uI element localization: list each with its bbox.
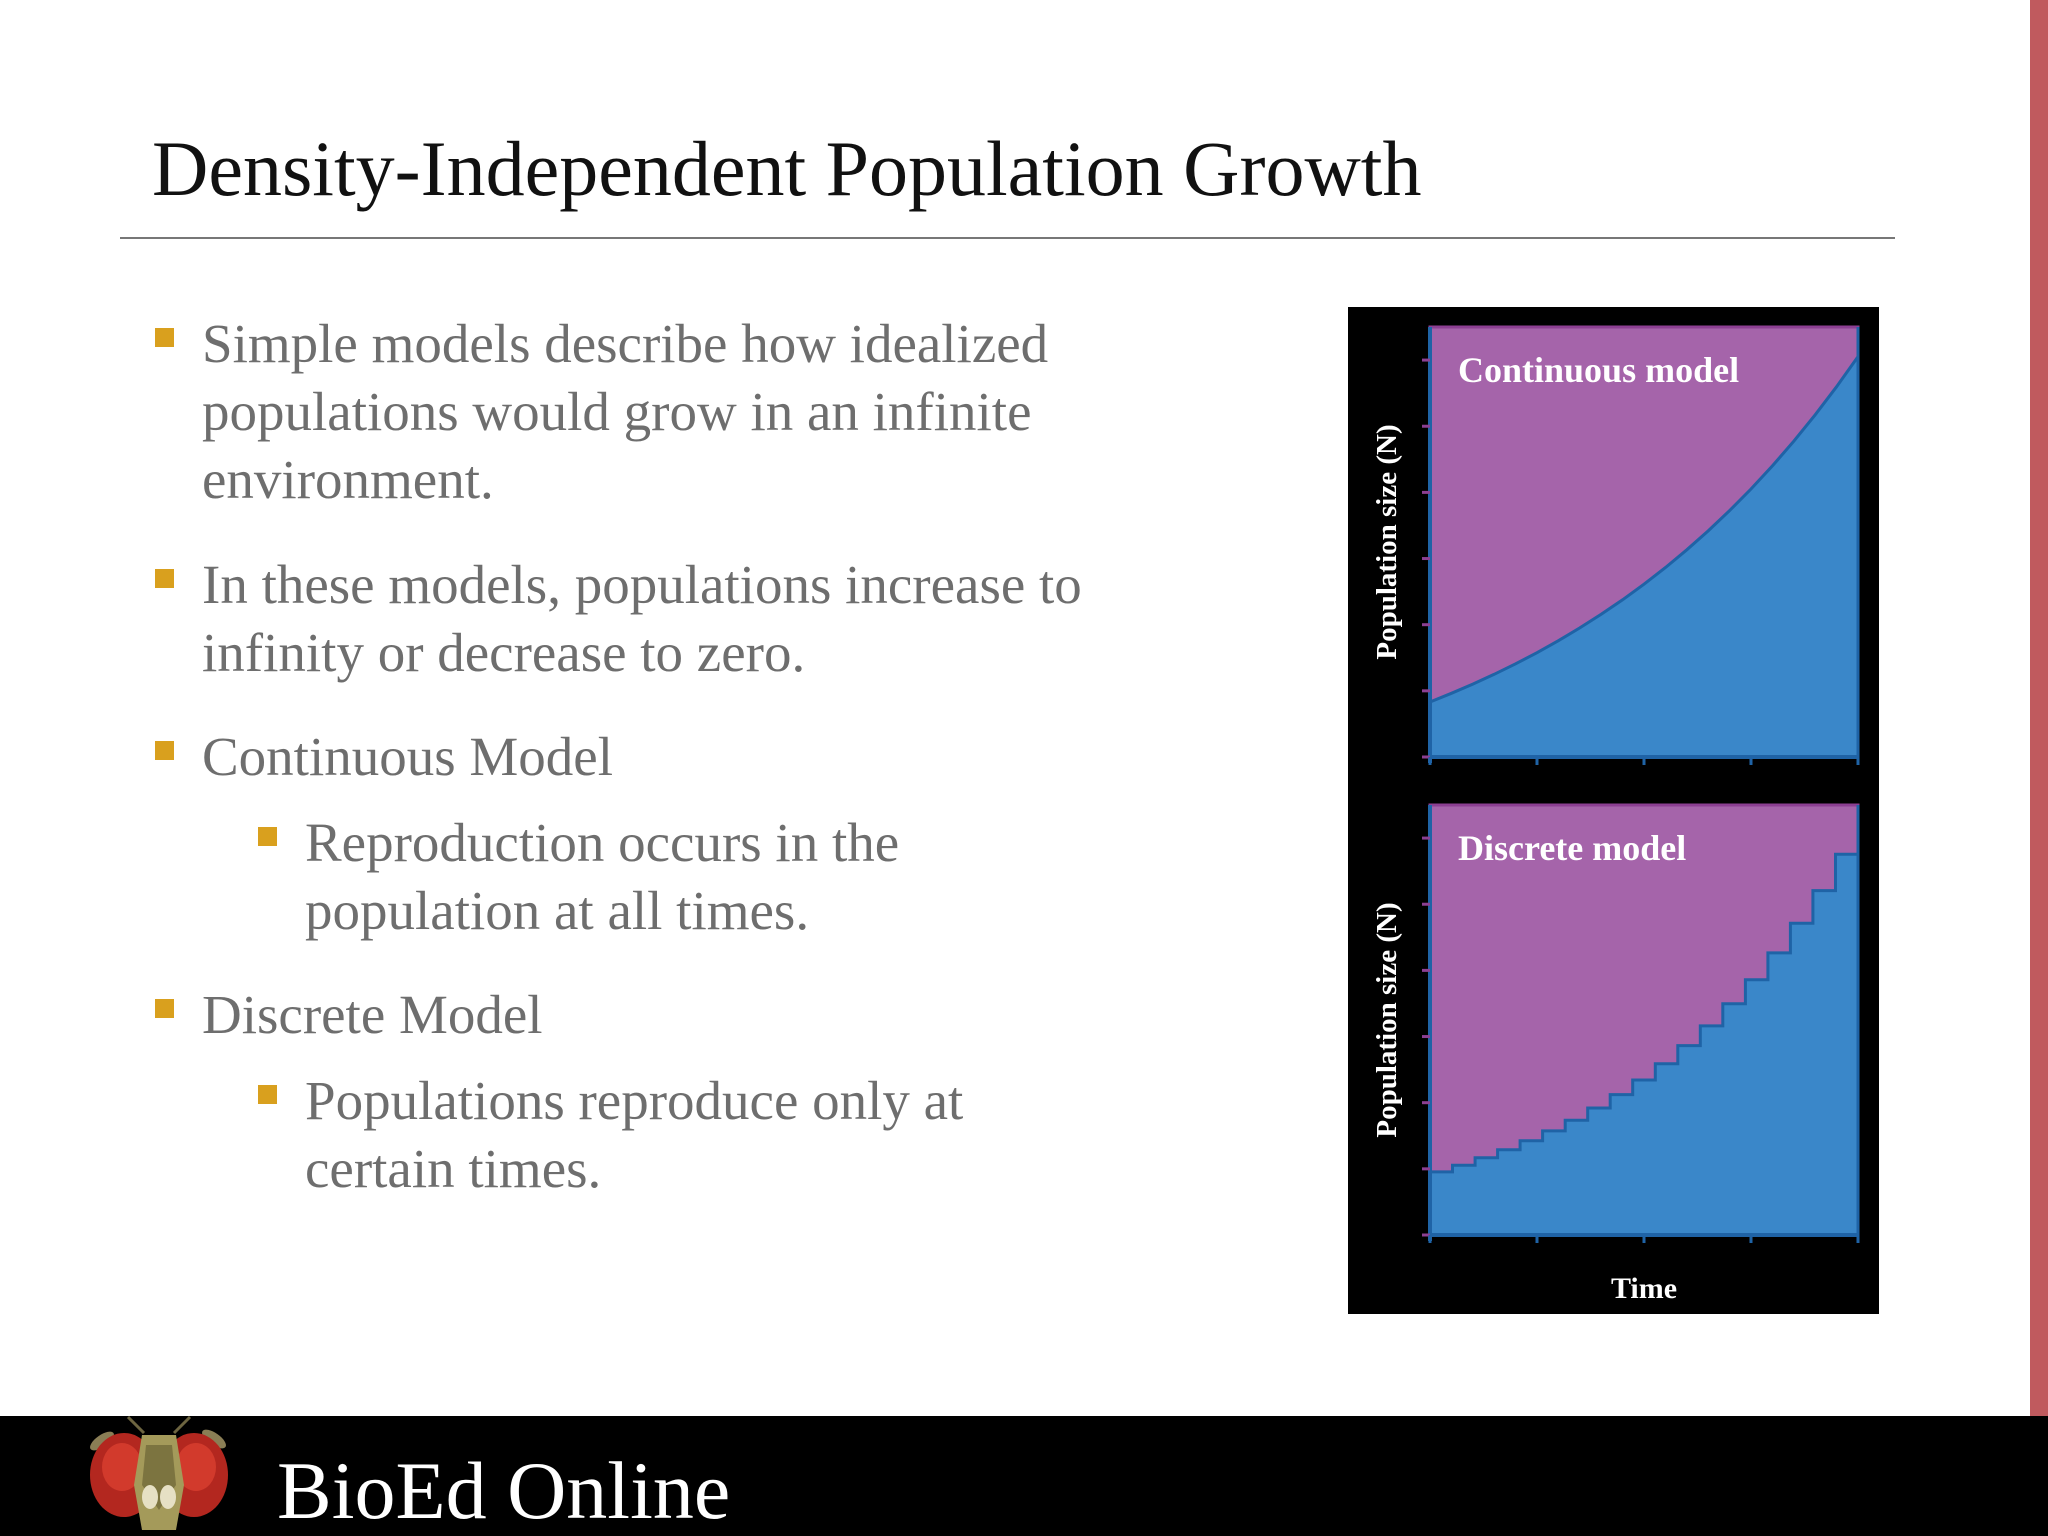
chart-title: Discrete model (1458, 828, 1686, 868)
slide-title: Density-Independent Population Growth (152, 125, 1422, 212)
bullet-item: Reproduction occurs in the population at… (258, 809, 900, 945)
footer-bar (0, 1416, 2048, 1536)
bullet-line: infinity or decrease to zero. (202, 622, 806, 683)
bullet-item: Simple models describe how idealized pop… (155, 310, 1049, 514)
x-axis-label: Time (1611, 1272, 1677, 1305)
bullet-line: populations would grow in an infinite (202, 381, 1032, 442)
discrete-growth-steps (1430, 814, 1860, 1174)
brand-name: BioEd Online (277, 1445, 731, 1536)
bullet-marker (155, 328, 174, 347)
y-axis-label: Population size (N) (1371, 424, 1403, 659)
bullet-item: Continuous Model (155, 723, 613, 791)
continuous-model-chart: Continuous model Population size (N) (1371, 325, 1860, 765)
title-divider (120, 237, 1895, 239)
bullet-line: Reproduction occurs in the (305, 812, 900, 873)
bullet-line: Discrete Model (202, 984, 543, 1045)
bullet-item: Populations reproduce only at certain ti… (258, 1067, 964, 1203)
bullet-line: Populations reproduce only at (305, 1070, 964, 1131)
chart-title: Continuous model (1458, 350, 1739, 390)
y-axis-label: Population size (N) (1371, 902, 1403, 1137)
continuous-growth-curve (1429, 355, 1860, 704)
population-growth-figure: Continuous model Population size (N) Dis… (1348, 307, 1879, 1314)
discrete-model-chart: Discrete model Population size (N) Time (1371, 803, 1860, 1305)
bullet-marker (155, 999, 174, 1018)
population-growth-charts: Continuous model Population size (N) Dis… (1371, 325, 1860, 1305)
bullet-line: In these models, populations increase to (202, 554, 1082, 615)
bullet-marker (155, 569, 174, 588)
bullet-line: Continuous Model (202, 726, 613, 787)
bullet-item: In these models, populations increase to… (155, 551, 1082, 687)
bullet-marker (258, 827, 277, 846)
bullet-marker (155, 741, 174, 760)
bullet-item: Discrete Model (155, 981, 543, 1049)
bullet-line: Simple models describe how idealized (202, 313, 1049, 374)
discrete-growth-area (1430, 814, 1858, 1235)
bullet-line: population at all times. (305, 880, 810, 941)
continuous-growth-area (1430, 356, 1858, 757)
bullet-line: certain times. (305, 1138, 602, 1199)
bullet-line: environment. (202, 449, 494, 510)
fruit-fly-icon (90, 1415, 228, 1530)
accent-bar (2030, 0, 2048, 1420)
axes (1422, 805, 1860, 1243)
axes (1422, 327, 1860, 765)
bullet-marker (258, 1085, 277, 1104)
